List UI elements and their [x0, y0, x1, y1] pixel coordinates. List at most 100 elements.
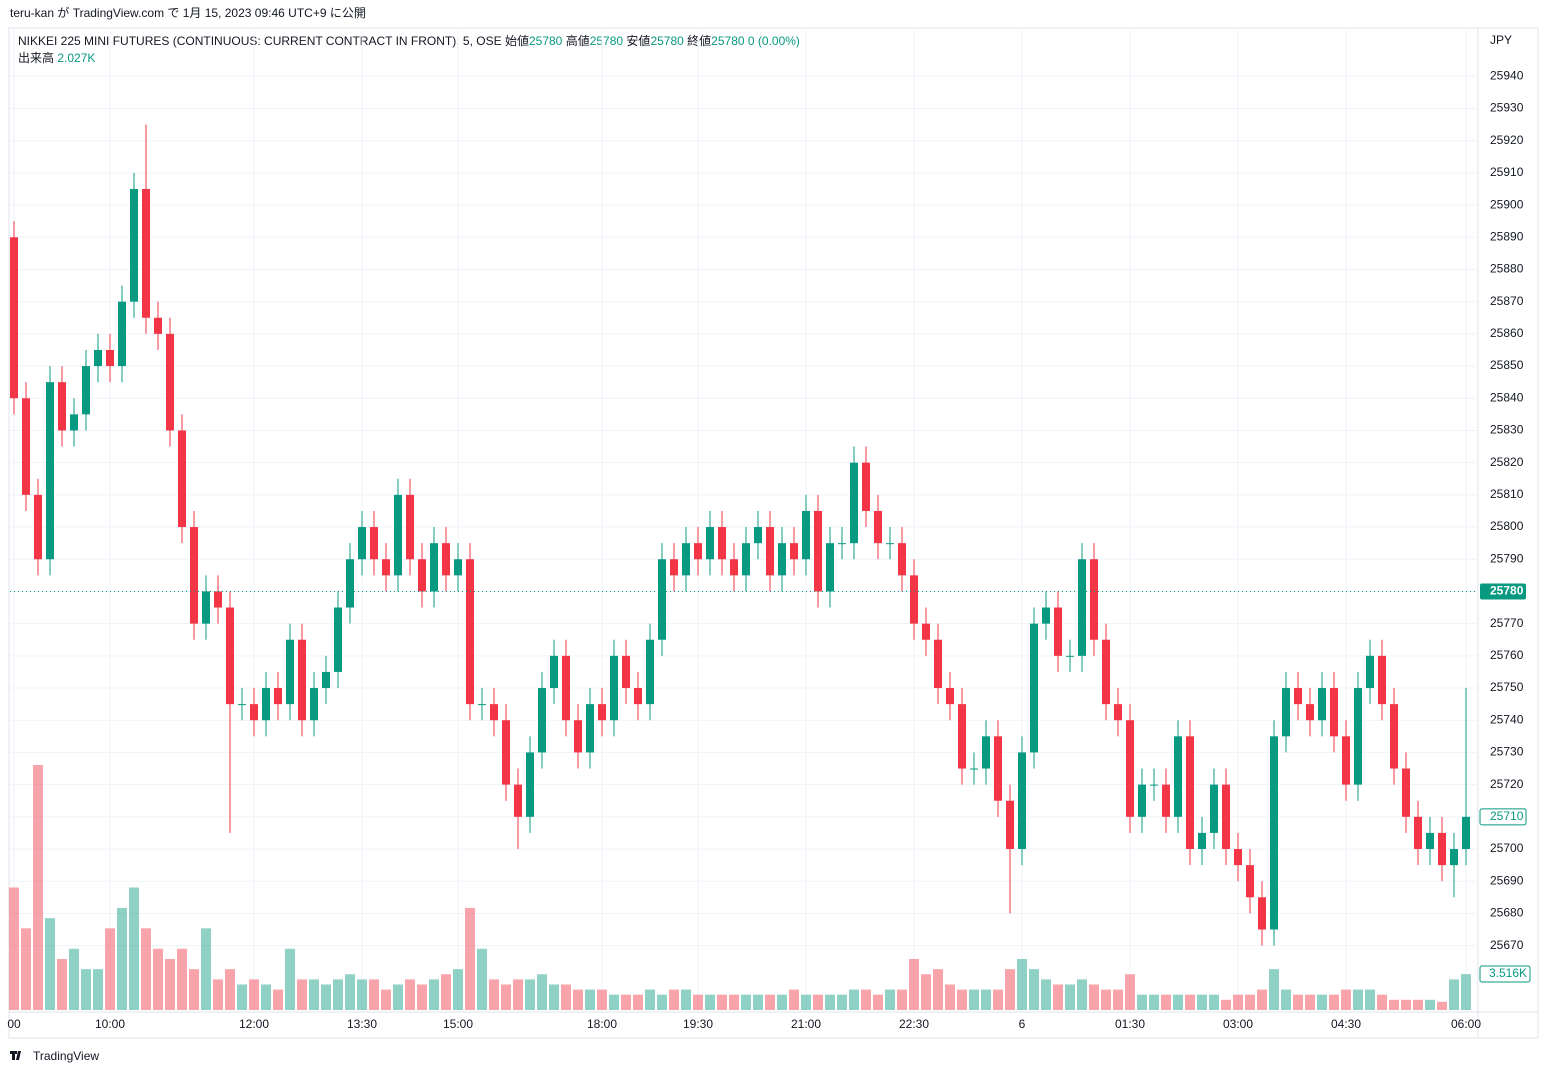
candle-body — [766, 527, 774, 576]
candle-body — [706, 527, 714, 560]
volume-bar — [813, 994, 823, 1010]
volume-bar — [765, 994, 775, 1010]
candle-body — [298, 639, 306, 721]
volume-bar — [705, 994, 715, 1010]
volume-bar — [1413, 999, 1423, 1010]
volume-bar — [825, 994, 835, 1010]
candle-body — [70, 414, 78, 431]
x-tick-label: 21:00 — [791, 1017, 821, 1031]
candle-body — [94, 349, 102, 367]
volume-bar — [309, 979, 319, 1010]
candle-body — [1282, 688, 1290, 737]
volume-bar — [1125, 974, 1135, 1010]
candle-body — [442, 543, 450, 576]
volume-bar — [1365, 989, 1375, 1010]
volume-bar — [465, 907, 475, 1010]
candle-body — [1450, 849, 1458, 866]
y-tick-label: 25760 — [1490, 648, 1524, 662]
candle-body — [718, 527, 726, 560]
candle-body — [274, 688, 282, 705]
volume-bar — [273, 989, 283, 1010]
candle-body — [1462, 816, 1470, 850]
volume-bar — [1353, 989, 1363, 1010]
y-tick-label: 25670 — [1490, 938, 1524, 952]
volume-bar — [117, 907, 127, 1010]
volume-bar — [993, 989, 1003, 1010]
volume-label: 出来高 — [18, 50, 54, 65]
publish-info: teru-kan が TradingView.com で 1月 15, 2023… — [10, 5, 366, 20]
candle-body — [346, 559, 354, 608]
volume-bar — [129, 887, 139, 1010]
volume-bar — [693, 994, 703, 1010]
x-tick-label: 01:30 — [1115, 1017, 1145, 1031]
volume-bar — [1389, 999, 1399, 1010]
candle-body — [178, 430, 186, 528]
candle-body — [610, 655, 618, 721]
x-tick-label: 12:00 — [239, 1017, 269, 1031]
volume-bar — [285, 948, 295, 1010]
candle-body — [406, 494, 414, 560]
volume-bar — [477, 948, 487, 1010]
volume-bar — [1233, 994, 1243, 1010]
volume-bar — [141, 928, 151, 1010]
volume-bar — [93, 969, 103, 1010]
volume-bar — [1041, 979, 1051, 1010]
candle-body — [118, 301, 126, 367]
current-volume-tag — [1479, 965, 1531, 983]
y-tick-label: 25770 — [1490, 616, 1524, 630]
volume-bar — [1209, 994, 1219, 1010]
volume-bar — [453, 969, 463, 1010]
candle-body — [334, 607, 342, 672]
candle-body — [514, 784, 522, 817]
candle-body — [1090, 559, 1098, 640]
volume-bar — [717, 994, 727, 1010]
candle-body — [934, 639, 942, 689]
volume-bar — [789, 989, 799, 1010]
y-tick-label: 25690 — [1490, 873, 1524, 887]
volume-bar — [897, 989, 907, 1010]
volume-bar — [981, 989, 991, 1010]
candle-body — [586, 704, 594, 753]
volume-legend: 出来高 2.027K — [18, 50, 95, 65]
open-label: 始値 — [505, 33, 529, 48]
volume-bar — [105, 928, 115, 1010]
candle-body — [754, 527, 762, 544]
candle-body — [214, 591, 222, 608]
volume-bar — [1221, 999, 1231, 1010]
volume-bar — [681, 989, 691, 1010]
y-tick-label: 25750 — [1490, 680, 1524, 694]
volume-bar — [441, 974, 451, 1010]
y-tick-label: 25870 — [1490, 294, 1524, 308]
candle-body — [1162, 784, 1170, 817]
volume-bar — [45, 918, 55, 1010]
chart-border — [8, 27, 1539, 1039]
candle-body — [250, 704, 258, 721]
volume-bar — [21, 928, 31, 1010]
volume-bar — [849, 989, 859, 1010]
volume-bar — [597, 989, 607, 1010]
volume-bar — [609, 994, 619, 1010]
current-price-label: 25710 — [1490, 809, 1524, 823]
candle-body — [478, 704, 486, 706]
volume-bar — [633, 994, 643, 1010]
volume-bar — [753, 994, 763, 1010]
y-tick-label: 25910 — [1490, 165, 1524, 179]
candle-body — [490, 704, 498, 721]
candle-body — [1222, 784, 1230, 850]
y-tick-label: 25860 — [1490, 326, 1524, 340]
candle-body — [1150, 784, 1158, 786]
candle-body — [1246, 865, 1254, 898]
x-tick-label: 03:00 — [1223, 1017, 1253, 1031]
volume-bar — [237, 984, 247, 1010]
candle-body — [322, 671, 330, 689]
high-label: 高値 — [566, 33, 590, 48]
y-tick-label: 25790 — [1490, 551, 1524, 565]
volume-bar — [945, 984, 955, 1010]
volume-bar — [405, 979, 415, 1010]
candle-body — [778, 543, 786, 576]
volume-bar — [357, 979, 367, 1010]
candle-body — [562, 655, 570, 721]
candle-body — [190, 527, 198, 624]
price-line-tag — [1480, 583, 1526, 600]
